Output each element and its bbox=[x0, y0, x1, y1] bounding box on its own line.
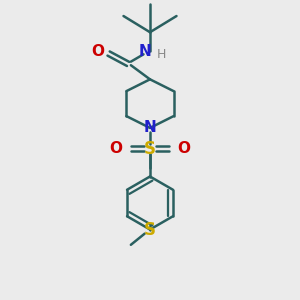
Text: O: O bbox=[177, 141, 190, 156]
Text: O: O bbox=[92, 44, 104, 59]
Text: S: S bbox=[144, 140, 156, 158]
Text: O: O bbox=[110, 141, 123, 156]
Text: N: N bbox=[138, 44, 151, 59]
Text: S: S bbox=[144, 221, 156, 239]
Text: H: H bbox=[157, 48, 166, 61]
Text: N: N bbox=[144, 120, 156, 135]
